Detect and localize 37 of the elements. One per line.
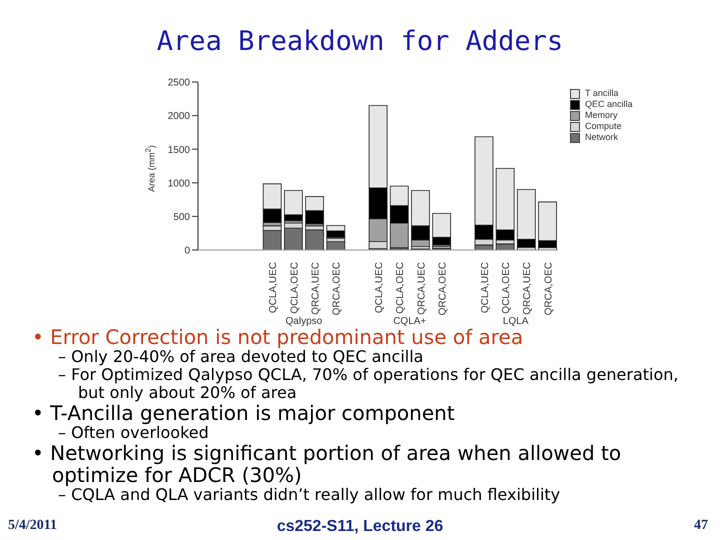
legend-label: QEC ancilla bbox=[585, 99, 633, 110]
x-tick-label: QRCA,OEC bbox=[543, 262, 554, 316]
x-tick-label: QCLA,OEC bbox=[395, 262, 406, 314]
legend-label: T ancilla bbox=[585, 88, 618, 99]
y-tick-label: 500 bbox=[173, 212, 190, 223]
text: • T-Ancilla generation is major component bbox=[31, 401, 456, 425]
x-tick-label: QCLA,UEC bbox=[480, 262, 491, 314]
text: Qalypso bbox=[284, 316, 324, 327]
x-tick-label: QCLA,OEC bbox=[501, 262, 512, 314]
chart-title: Area Breakdown for Adders bbox=[156, 26, 564, 57]
text: CQLA+ bbox=[392, 316, 428, 327]
text: – Often overlooked bbox=[57, 423, 209, 442]
text: • Networking is significant portion of area when allowed to optimize for ADCR (30%) bbox=[31, 441, 622, 487]
y-tick-label: 0 bbox=[184, 246, 190, 257]
x-tick-label: QRCA,UEC bbox=[522, 262, 534, 315]
text: 5/4/2011 bbox=[8, 518, 58, 534]
x-tick-label: QCLA,UEC bbox=[268, 262, 280, 314]
x-tick-label: QCLA,OEC bbox=[289, 262, 300, 314]
x-tick-label: QCLA,UEC bbox=[374, 262, 385, 314]
x-tick-label: QRCA,UEC bbox=[416, 262, 428, 315]
text: • Error Correction is not predominant use of area bbox=[31, 325, 524, 349]
y-tick-label: 1500 bbox=[168, 144, 190, 156]
text: – For Optimized Qalypso QCLA, 70% of operations for QEC ancilla generation, but only about 20% of area bbox=[57, 365, 680, 402]
text: – CQLA and QLA variants didn’t really allow for much flexibility bbox=[58, 485, 562, 504]
legend-label: Memory bbox=[585, 110, 618, 121]
x-tick-label: QRCA,UEC bbox=[310, 262, 322, 315]
text: cs252-S11, Lecture 26 bbox=[276, 518, 444, 535]
x-tick-label: QRCA,OEC bbox=[438, 262, 449, 316]
y-tick-label: 2000 bbox=[168, 111, 190, 122]
legend-label: Network bbox=[585, 132, 618, 143]
text: – Only 20-40% of area devoted to QEC ancilla bbox=[57, 347, 424, 366]
legend-label: Compute bbox=[585, 121, 622, 132]
y-tick-label: 2500 bbox=[168, 78, 190, 89]
text: 47 bbox=[694, 518, 708, 534]
y-tick-label: 1000 bbox=[168, 178, 190, 190]
x-tick-label: QRCA,OEC bbox=[332, 262, 343, 316]
text: LQLA bbox=[502, 316, 530, 327]
